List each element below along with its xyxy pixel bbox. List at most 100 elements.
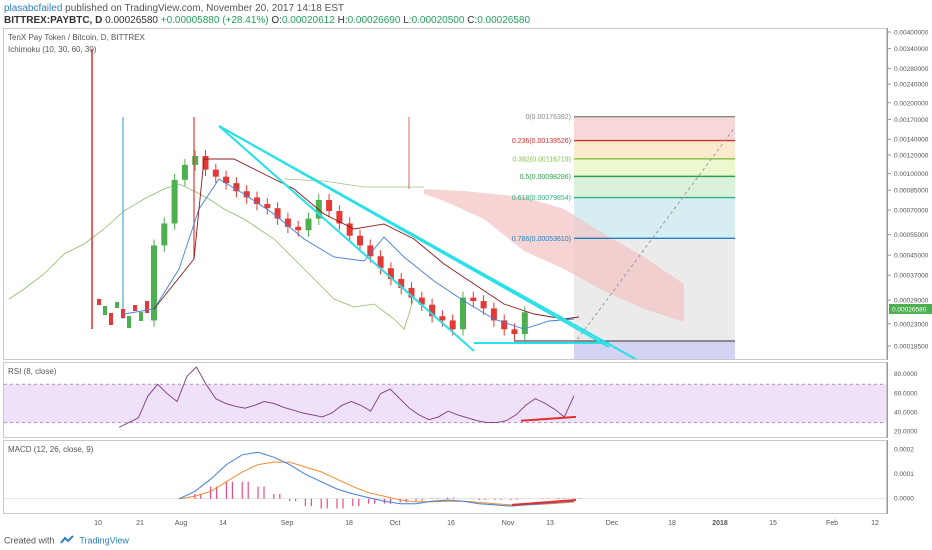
candle-body — [521, 312, 528, 335]
fib-band — [574, 116, 735, 141]
candle-body — [233, 183, 240, 192]
low-value: 0.00020500 — [411, 15, 465, 26]
fib-band — [574, 197, 735, 239]
macd-divergence-line — [511, 499, 577, 506]
price-tick-label: 0.00070000 — [894, 208, 929, 215]
fib-level-label: 0.382(0.00116719) — [512, 156, 571, 163]
senkou-line — [283, 178, 424, 188]
candle-body — [103, 306, 107, 315]
price-tick-label: 0.00037000 — [894, 273, 929, 280]
publish-info: published on TradingView.com, November 2… — [65, 3, 345, 14]
candle-body — [449, 320, 456, 330]
price-tick-label: 0.00400000 — [894, 30, 929, 37]
price-axis-svg: 0.00400000 0.00340000 0.00280000 0.00240000… — [888, 30, 932, 351]
candle-body — [480, 301, 487, 309]
candle-body — [223, 176, 230, 184]
high-label: H: — [337, 15, 348, 26]
candle-body — [295, 226, 302, 231]
trendline — [218, 125, 638, 359]
trendline — [218, 125, 475, 352]
candle-body — [171, 179, 178, 224]
price-tick-label: 0.00170000 — [894, 117, 929, 124]
chart-title: TenX Pay Token / Bitcoin, D, BITTREX — [8, 33, 145, 42]
time-tick-label: 13 — [546, 520, 554, 527]
price-tick-label: 0.00280000 — [894, 66, 929, 73]
rsi-axis[interactable]: 80.0000 60.0000 40.0000 20.0000 — [887, 362, 932, 438]
candle-body — [429, 304, 436, 317]
candle-body — [398, 278, 405, 288]
fib-level-label: 0.618(0.00079854) — [512, 195, 571, 202]
price-chart-panel[interactable]: 0(0.00176392) 0.236(0.00139526) 0.382(0.00… — [3, 28, 887, 360]
price-tick-label: 0.00045000 — [894, 253, 929, 260]
candle-body — [490, 308, 497, 321]
macd-axis[interactable]: 0.0002 0.0001 0.0000 — [887, 440, 932, 514]
macd-tick-label: 0.0002 — [894, 446, 914, 453]
candle-body — [377, 256, 384, 269]
rsi-tick-label: 40.0000 — [894, 410, 918, 417]
macd-svg — [4, 451, 886, 509]
tradingview-brand[interactable]: TradingView — [79, 535, 129, 546]
ichimoku-label[interactable]: Ichimoku (10, 30, 60, 30) — [8, 45, 97, 54]
candle-body — [418, 297, 425, 305]
candle-body — [161, 223, 168, 246]
price-change: +0.00005880 (+28.41%) — [160, 15, 269, 26]
macd-panel[interactable]: MACD (12, 26, close, 9) — [3, 440, 887, 514]
candle-body — [254, 197, 260, 205]
price-tick-label: 0.00120000 — [894, 152, 929, 159]
fib-level-label: 0.236(0.00139526) — [512, 138, 571, 145]
close-label: C: — [467, 15, 478, 26]
rsi-line — [118, 366, 575, 428]
time-tick-label: 2018 — [712, 520, 728, 527]
candle-body — [133, 305, 137, 311]
price-tick-label: 0.00085000 — [894, 188, 929, 195]
price-axis[interactable]: 0.00400000 0.00340000 0.00280000 0.00240000… — [887, 28, 932, 360]
chikou-span — [8, 183, 415, 330]
time-tick-label: 14 — [219, 520, 227, 527]
candle-body — [192, 155, 199, 165]
kijun-line — [153, 158, 580, 320]
macd-title[interactable]: MACD (12, 26, close, 9) — [8, 445, 94, 454]
time-tick-label: Oct — [390, 520, 401, 527]
symbol-label: BITTREX:PAYBTC, D — [4, 15, 103, 26]
time-tick-label: 18 — [668, 520, 676, 527]
fib-level-label: 0.5(0.00098286) — [520, 174, 571, 181]
price-tick-label: 0.00018500 — [894, 344, 929, 351]
fib-band — [574, 158, 735, 177]
candle-body — [109, 313, 113, 325]
time-tick-label: Sep — [281, 520, 294, 527]
rsi-title[interactable]: RSI (8, close) — [8, 367, 57, 376]
footer: Created with TradingView — [4, 535, 129, 547]
time-tick-label: 10 — [94, 520, 102, 527]
candle-body — [139, 312, 143, 321]
fib-level-label: 0.786(0.00053610) — [512, 236, 571, 243]
candle-body — [357, 235, 363, 246]
author-link[interactable]: plasabcfailed — [4, 3, 63, 14]
price-tick-label: 0.00023000 — [894, 321, 929, 328]
time-tick-label: 12 — [871, 520, 879, 527]
tenkan-line — [123, 178, 575, 330]
candle-body — [274, 208, 281, 219]
candle-body — [181, 164, 188, 180]
candle-body — [305, 218, 312, 231]
time-tick-label: 21 — [136, 520, 144, 527]
price-tick-label: 0.00200000 — [894, 100, 929, 107]
candle-body — [439, 316, 446, 321]
open-value: 0.00020612 — [281, 15, 335, 26]
rsi-tick-label: 60.0000 — [894, 390, 918, 397]
last-price: 0.00026580 — [105, 15, 158, 26]
time-axis-svg: 10 21 Aug 14 Sep 18 Oct 16 Nov 13 Dec 18 2018 15 Feb 12 — [94, 520, 879, 527]
candle-body — [243, 191, 250, 198]
candle-body — [151, 245, 157, 321]
time-axis[interactable]: 10 21 Aug 14 Sep 18 Oct 16 Nov 13 Dec 18 2018 15 Feb 12 — [3, 514, 932, 530]
candle-body — [212, 169, 219, 177]
price-tick-label: 0.00029000 — [894, 298, 929, 305]
time-tick-label: Aug — [175, 520, 188, 527]
rsi-panel[interactable]: RSI (8, close) — [3, 362, 887, 438]
close-value: 0.00026580 — [477, 15, 531, 26]
header-line-2: BITTREX:PAYBTC, D 0.00026580 +0.00005880… — [4, 15, 530, 27]
rsi-divergence-line — [520, 415, 577, 422]
tradingview-logo-icon[interactable] — [60, 535, 74, 547]
macd-axis-svg: 0.0002 0.0001 0.0000 — [894, 446, 914, 502]
header-line-1: plasabcfailed published on TradingView.c… — [4, 3, 344, 15]
current-price-tag — [889, 303, 932, 314]
